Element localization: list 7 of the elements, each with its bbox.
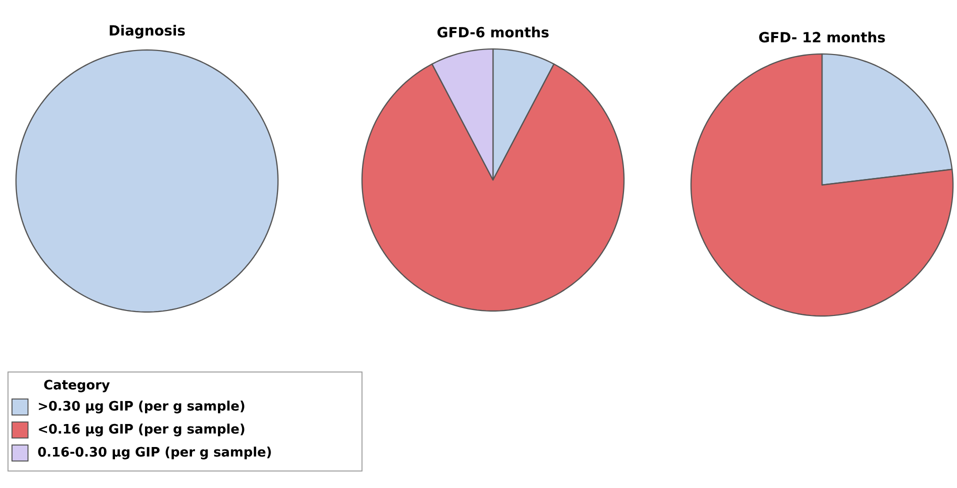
legend-label: 0.16-0.30 µg GIP (per g sample) — [38, 446, 271, 460]
chart-title: GFD-6 months — [437, 26, 549, 38]
chart-title: GFD- 12 months — [759, 32, 885, 43]
legend-label: <0.16 µg GIP (per g sample) — [38, 424, 244, 436]
legend-title: Category — [44, 380, 110, 392]
chart-title: Diagnosis — [110, 24, 185, 38]
legend-label: >0.30 µg GIP (per g sample) — [38, 400, 244, 414]
